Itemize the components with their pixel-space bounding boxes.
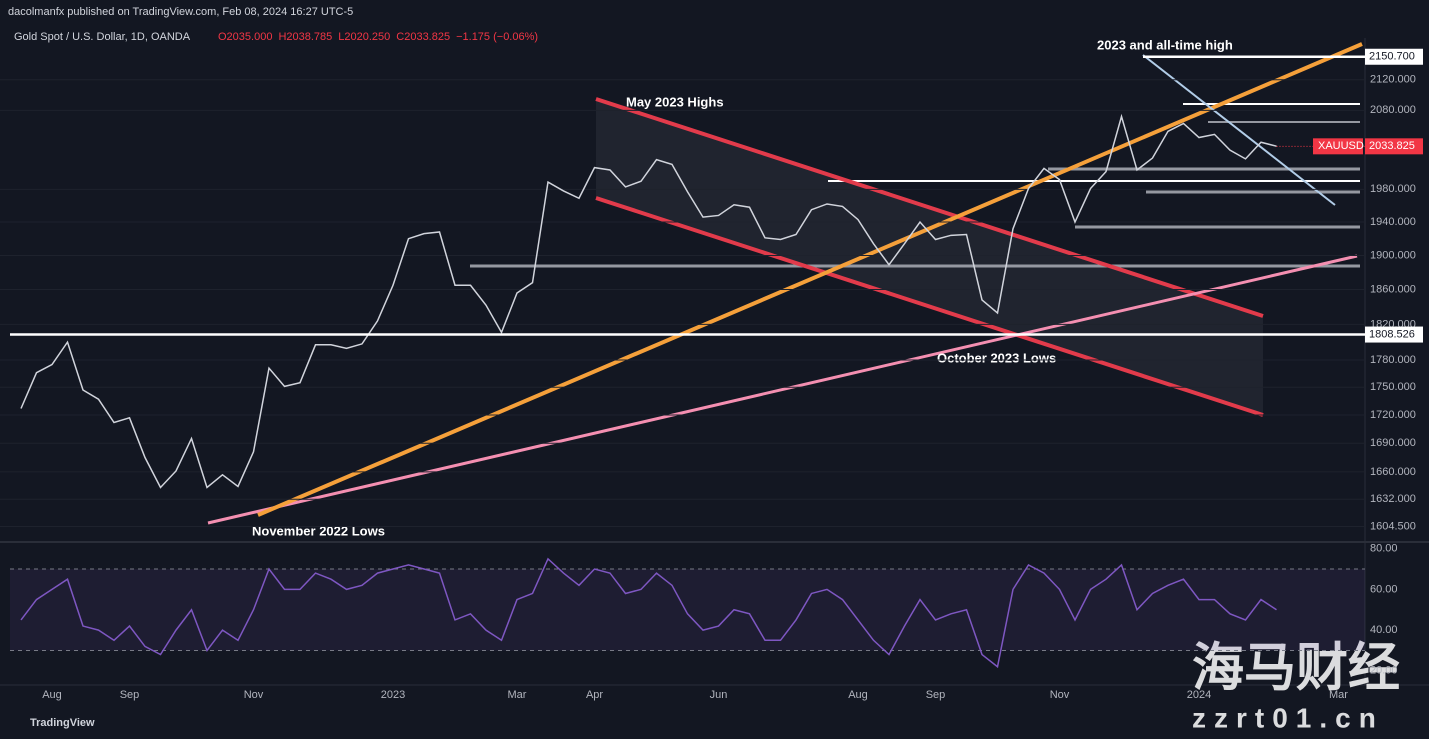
level-label: 2150.700 (1369, 51, 1415, 63)
byline: dacolmanfx published on TradingView.com,… (8, 6, 353, 18)
x-tick-label: 2024 (1187, 689, 1211, 701)
y-tick-label: 1940.000 (1370, 216, 1416, 228)
ohlc-value: C2033.825 (396, 31, 450, 43)
y-tick-label: 2080.000 (1370, 104, 1416, 116)
symbol-label: XAUUSD (1318, 140, 1364, 152)
y-tick-label: 1632.000 (1370, 493, 1416, 505)
y-tick-label: 1690.000 (1370, 437, 1416, 449)
x-tick-label: Nov (1050, 689, 1070, 701)
channel-lower (595, 196, 1264, 417)
y-tick-label: 1980.000 (1370, 183, 1416, 195)
y-tick-label: 1750.000 (1370, 381, 1416, 393)
y-tick-label: 2120.000 (1370, 74, 1416, 86)
symbol-tag (1313, 138, 1363, 155)
y-tick-label: 40.00 (1370, 624, 1398, 636)
x-tick-label: Nov (244, 689, 264, 701)
ohlc-value: L2020.250 (338, 31, 390, 43)
price-line (20, 113, 1277, 489)
x-tick-label: Jun (710, 689, 728, 701)
x-tick-label: 2023 (381, 689, 405, 701)
ohlc-legend: O2035.000 H2038.785 L2020.250 C2033.825 −1.1… (218, 31, 538, 43)
trendline-support (207, 254, 1358, 525)
trendline-rising (257, 42, 1363, 517)
channel-upper (595, 97, 1264, 318)
y-tick-label: 1860.000 (1370, 283, 1416, 295)
x-tick-label: Sep (120, 689, 140, 701)
y-tick-label: 20.00 (1370, 665, 1398, 677)
x-tick-label: Mar (508, 689, 527, 701)
brand: TradingView (30, 717, 95, 729)
x-tick-label: Mar (1329, 689, 1348, 701)
y-tick-label: 60.00 (1370, 583, 1398, 595)
channel-fill (596, 99, 1263, 415)
y-tick-label: 1720.000 (1370, 409, 1416, 421)
watermark-url: zzrt01.cn (1192, 702, 1384, 733)
level-label: 1808.526 (1369, 328, 1415, 340)
x-tick-label: Aug (42, 689, 62, 701)
rsi-band (10, 569, 1365, 651)
y-tick-label: 1780.000 (1370, 354, 1416, 366)
x-tick-label: Aug (848, 689, 868, 701)
price-label: 2033.825 (1369, 140, 1415, 152)
annotation: October 2023 Lows (937, 350, 1056, 365)
ohlc-value: H2038.785 (278, 31, 332, 43)
price-line (20, 557, 1277, 669)
y-tick-label: 1660.000 (1370, 466, 1416, 478)
level-tag (1365, 326, 1423, 343)
annotation: November 2022 Lows (252, 523, 385, 538)
watermark: 海马财经 (1192, 640, 1400, 698)
x-tick-label: Apr (586, 689, 603, 701)
ohlc-value: O2035.000 (218, 31, 272, 43)
y-tick-label: 1900.000 (1370, 249, 1416, 261)
x-tick-label: Sep (926, 689, 946, 701)
ohlc-value: −1.175 (−0.06%) (456, 31, 538, 43)
annotation: May 2023 Highs (626, 94, 724, 109)
level-tag (1365, 48, 1423, 65)
instrument: Gold Spot / U.S. Dollar, 1D, OANDA (14, 31, 191, 43)
annotation: 2023 and all-time high (1097, 37, 1233, 52)
price-tag (1365, 138, 1423, 155)
y-tick-label: 80.00 (1370, 543, 1398, 555)
y-tick-label: 1604.500 (1370, 520, 1416, 532)
